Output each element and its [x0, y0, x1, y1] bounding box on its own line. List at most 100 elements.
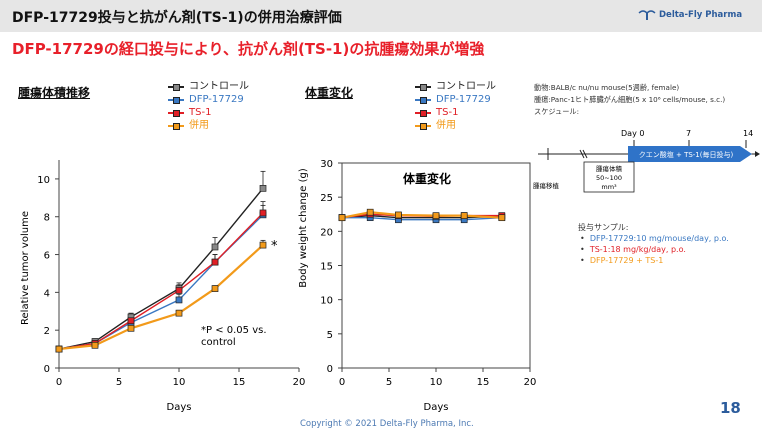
tumor-chart-axes: 0 5 10 15 20 0 2 4 6 8 10	[37, 160, 305, 388]
data-point	[366, 208, 374, 216]
data-point	[498, 214, 506, 222]
data-point	[211, 258, 219, 266]
data-point	[259, 185, 267, 192]
slide-title: DFP-17729投与と抗がん剤(TS-1)の併用治療評価	[12, 10, 342, 26]
legend-entry: コントロール	[168, 80, 249, 93]
tumor-box-line3: mm³	[601, 183, 617, 191]
legend-entry: TS-1	[168, 106, 249, 119]
data-point	[460, 212, 468, 219]
legend-entry: TS-1	[415, 106, 496, 119]
break-mark	[582, 149, 588, 159]
data-point	[395, 211, 402, 219]
y-axis-label: Body weight change (g)	[298, 168, 309, 288]
data-point	[338, 214, 346, 222]
dosing-arrow-label: クエン酸塩 + TS-1(毎日投与)	[639, 150, 734, 159]
x-tick-label: 5	[386, 377, 392, 388]
company-logo: Delta-Fly Pharma	[638, 9, 742, 21]
day7-label: 7	[686, 129, 691, 138]
legend-label: TS-1	[189, 107, 212, 118]
y-tick-label: 4	[44, 288, 50, 299]
logo-text: Delta-Fly Pharma	[659, 10, 743, 20]
tumor-chart-plot: *	[55, 170, 278, 353]
x-axis-label: Days	[424, 402, 449, 413]
series-line	[341, 211, 502, 219]
data-point	[55, 345, 63, 353]
legend-entry: コントロール	[415, 80, 496, 93]
y-tick-label: 25	[320, 193, 333, 204]
data-point	[259, 241, 267, 249]
x-tick-label: 20	[524, 377, 537, 388]
dosing-item: • DFP-17729 + TS-1	[580, 256, 664, 265]
weight-legend: コントロール DFP-17729 TS-1 併用	[415, 80, 496, 132]
series-line	[342, 216, 502, 221]
legend-label: DFP-17729	[189, 94, 244, 105]
tumor-size-box	[583, 161, 635, 193]
body-weight-chart: 0 5 10 15 20 0 5 10 15 20 25 30 体重変化 Days Body weig…	[298, 159, 537, 413]
dosing-text: DFP-17729:10 mg/mouse/day, p.o.	[589, 234, 729, 243]
tumor-box-line2: 50~100	[596, 174, 622, 182]
significance-mark: *	[271, 239, 278, 254]
legend-label: 併用	[436, 120, 456, 131]
x-axis-label: Days	[167, 402, 192, 413]
data-point	[175, 296, 183, 304]
tumor-info: 腫瘍:Panc-1ヒト膵臓がん細胞(5 x 10⁶ cells/mouse, s…	[534, 95, 726, 104]
y-axis-label: Relative tumor volume	[20, 211, 31, 325]
y-tick-label: 2	[44, 326, 50, 337]
data-point	[259, 209, 267, 217]
x-tick-label: 15	[477, 377, 490, 388]
legend-label: 併用	[189, 120, 209, 131]
legend-entry: DFP-17729	[415, 93, 496, 106]
weight-chart-plot	[338, 208, 506, 224]
schedule-label: スケジュール:	[534, 107, 580, 116]
y-tick-label: 15	[320, 262, 333, 273]
x-tick-label: 10	[430, 377, 443, 388]
data-point	[91, 341, 99, 349]
significance-note-2: control	[201, 337, 236, 348]
tumor-legend: コントロール DFP-17729 TS-1 併用	[168, 80, 249, 132]
x-tick-label: 0	[56, 377, 62, 388]
y-tick-label: 30	[320, 159, 333, 170]
y-tick-label: 20	[320, 227, 333, 238]
y-tick-label: 0	[327, 364, 333, 375]
plot-frame	[341, 162, 531, 369]
x-tick-label: 5	[116, 377, 122, 388]
data-point	[432, 212, 440, 219]
series-line	[341, 214, 502, 219]
data-point	[211, 285, 219, 292]
series-line	[58, 187, 264, 350]
dosing-text: DFP-17729 + TS-1	[589, 256, 664, 265]
tumor-section-label: 腫瘍体積推移	[18, 86, 91, 100]
legend-entry: 併用	[168, 119, 249, 132]
x-tick-label: 10	[173, 377, 186, 388]
x-tick-label: 0	[339, 377, 345, 388]
x-tick-label: 20	[293, 377, 306, 388]
data-point	[127, 317, 135, 325]
tumor-volume-chart: 0 5 10 15 20 0 2 4 6 8 10 * Days Relative tumor vo…	[20, 160, 305, 413]
series-line	[58, 244, 264, 351]
page-number: 18	[720, 399, 741, 417]
weight-section-label: 体重変化	[305, 86, 354, 100]
tumor-box-line1: 腫瘍体積	[596, 164, 623, 173]
day0-label: Day 0	[621, 129, 644, 138]
weight-chart-title: 体重変化	[403, 171, 451, 186]
dosing-arrow	[628, 146, 752, 162]
transplant-label: 腫瘍移植	[533, 181, 560, 190]
data-point	[175, 287, 183, 294]
data-point	[211, 243, 219, 251]
data-point	[175, 309, 183, 317]
header-bar	[0, 0, 762, 32]
legend-entry: DFP-17729	[168, 93, 249, 106]
significance-note: *P < 0.05 vs.	[201, 325, 267, 336]
y-tick-label: 8	[44, 213, 50, 224]
copyright-footer: Copyright © 2021 Delta-Fly Pharma, Inc.	[300, 419, 474, 429]
legend-label: DFP-17729	[436, 94, 491, 105]
legend-label: コントロール	[436, 81, 496, 92]
y-tick-label: 6	[44, 251, 50, 262]
timeline-arrowhead	[755, 151, 760, 157]
headline: DFP-17729の経口投与により、抗がん剤(TS-1)の抗腫瘍効果が増強	[12, 40, 485, 58]
schedule-diagram: Day 0 7 14 クエン酸塩 + TS-1(毎日投与) 腫瘍体積 50~10…	[533, 129, 760, 193]
x-tick-label: 15	[233, 377, 246, 388]
dosing-item: • TS-1:18 mg/kg/day, p.o.	[580, 245, 686, 254]
break-mark	[579, 149, 585, 159]
y-tick-label: 5	[327, 330, 333, 341]
